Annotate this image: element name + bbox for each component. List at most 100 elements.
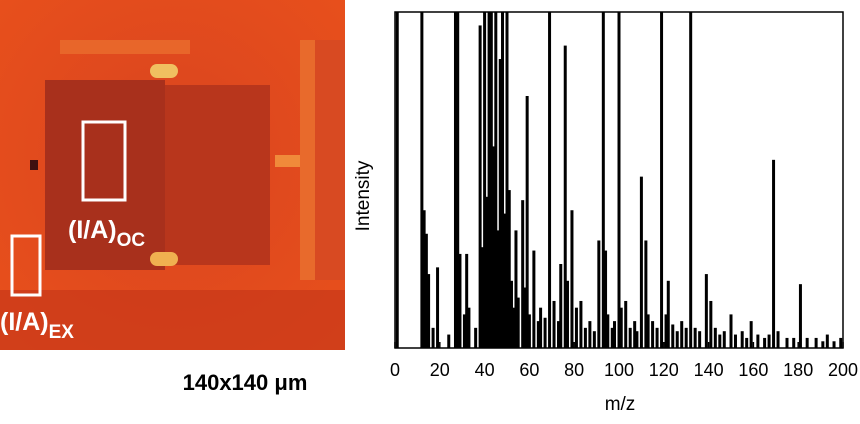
bar <box>718 334 722 348</box>
x-tick-label: 120 <box>649 360 679 380</box>
bar <box>814 337 818 348</box>
bar <box>763 337 767 348</box>
bar <box>548 12 552 348</box>
x-tick-label: 60 <box>519 360 539 380</box>
bar <box>467 307 471 348</box>
bar <box>619 307 623 348</box>
x-tick-label: 100 <box>604 360 634 380</box>
bar <box>559 264 563 348</box>
x-tick-label: 20 <box>430 360 450 380</box>
bar <box>798 284 802 348</box>
bar <box>494 12 498 348</box>
bar <box>480 247 484 348</box>
bar <box>733 334 737 348</box>
image-caption: 140x140 μm <box>183 370 308 395</box>
bar <box>592 331 596 348</box>
bar <box>424 233 428 348</box>
bar <box>583 327 587 348</box>
bar <box>624 300 628 348</box>
bar <box>675 331 679 348</box>
bar <box>427 274 431 348</box>
bar <box>772 159 776 348</box>
bar <box>543 317 547 348</box>
roi-ex <box>10 234 42 297</box>
bar <box>666 280 670 348</box>
bar <box>436 267 440 348</box>
bar <box>767 334 771 348</box>
bar <box>651 321 655 348</box>
bar <box>514 230 518 348</box>
bar <box>512 307 516 348</box>
bar <box>536 321 540 348</box>
bar <box>597 240 601 348</box>
bar <box>628 327 632 348</box>
label-ex: (I/A)EX <box>0 308 74 343</box>
bar <box>431 327 435 348</box>
bar <box>704 274 708 348</box>
bar <box>422 210 426 348</box>
bar <box>606 314 610 348</box>
bar <box>792 337 796 348</box>
bar <box>646 314 650 348</box>
label-text: (I/A) <box>0 308 49 336</box>
bar <box>485 196 489 348</box>
roi-oc <box>81 120 127 202</box>
bar <box>465 253 469 348</box>
bar <box>521 200 525 348</box>
bar <box>453 12 457 348</box>
bar <box>527 314 531 348</box>
bar <box>633 321 637 348</box>
bar <box>635 331 639 348</box>
bar <box>729 314 733 348</box>
bar <box>458 253 462 348</box>
y-axis-label: Intensity <box>353 160 374 231</box>
bar <box>713 327 717 348</box>
bar <box>604 250 608 348</box>
bar <box>474 327 478 348</box>
bar <box>610 327 614 348</box>
bars <box>395 12 843 348</box>
bar <box>532 250 536 348</box>
bar <box>496 230 500 348</box>
bar <box>776 331 780 348</box>
bar <box>570 210 574 348</box>
bar <box>613 321 617 348</box>
bar <box>601 12 605 348</box>
bar <box>489 12 493 348</box>
sample-image: (I/A)OC (I/A)EX <box>0 0 345 350</box>
x-tick-label: 200 <box>828 360 858 380</box>
label-text: (I/A) <box>68 216 117 244</box>
bar <box>462 314 466 348</box>
bar <box>671 324 675 348</box>
bar <box>557 321 561 348</box>
bar <box>395 12 399 348</box>
x-tick-label: 160 <box>738 360 768 380</box>
bar <box>749 321 753 348</box>
bar <box>505 12 509 348</box>
bar <box>644 240 648 348</box>
bar <box>740 331 744 348</box>
bar <box>483 12 487 348</box>
x-tick-label: 0 <box>390 360 400 380</box>
bar <box>709 300 713 348</box>
bar <box>503 213 507 348</box>
bar <box>832 341 836 348</box>
bar <box>745 337 749 348</box>
label-sub: OC <box>117 230 146 251</box>
bar <box>509 280 513 348</box>
bar <box>617 12 621 348</box>
bar <box>821 341 825 348</box>
bar <box>487 12 491 348</box>
x-tick-label: 180 <box>783 360 813 380</box>
bar <box>563 45 567 348</box>
bar <box>825 334 829 348</box>
bar <box>565 280 569 348</box>
bar <box>680 321 684 348</box>
bar <box>660 12 664 348</box>
x-tick-label: 140 <box>694 360 724 380</box>
bar <box>722 331 726 348</box>
bar <box>684 327 688 348</box>
bar <box>805 337 809 348</box>
